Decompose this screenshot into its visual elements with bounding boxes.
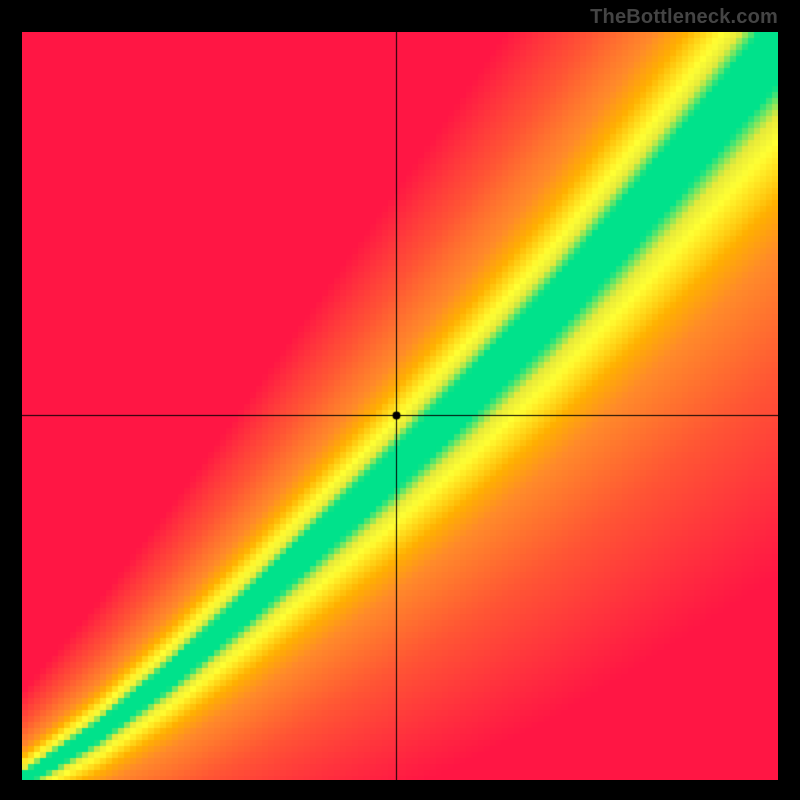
bottleneck-heatmap (22, 32, 778, 780)
watermark-text: TheBottleneck.com (590, 6, 778, 29)
chart-container: TheBottleneck.com (0, 0, 800, 800)
